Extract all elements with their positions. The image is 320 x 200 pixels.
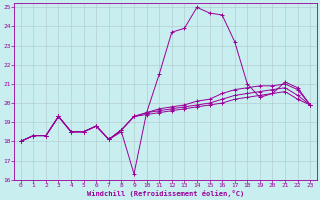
X-axis label: Windchill (Refroidissement éolien,°C): Windchill (Refroidissement éolien,°C) — [87, 190, 244, 197]
